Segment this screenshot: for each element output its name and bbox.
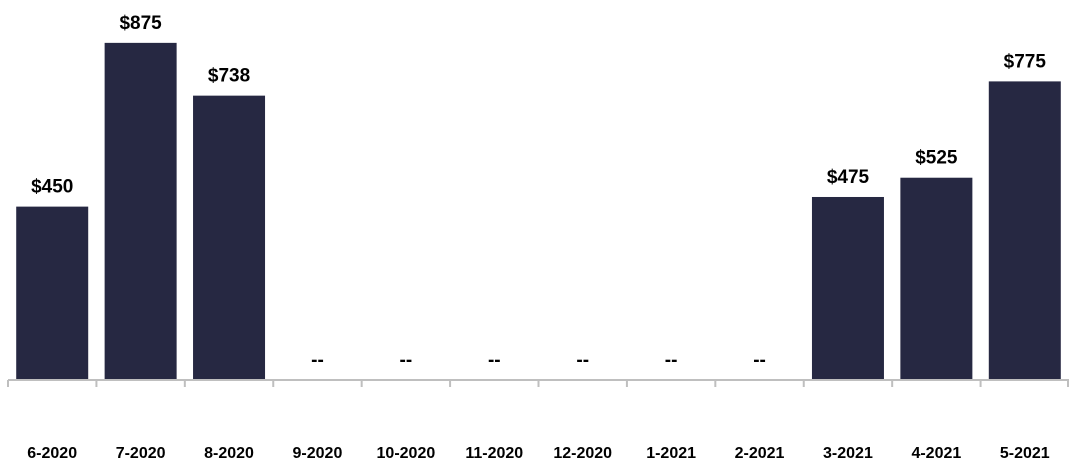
bar-5-2021 [988,81,1061,380]
x-tick-label-10-2020: 10-2020 [377,445,436,462]
data-label-5-2021: $775 [1004,51,1047,72]
x-tick-label-6-2020: 6-2020 [27,445,77,462]
bar-7-2020 [104,42,177,381]
x-tick-label-9-2020: 9-2020 [293,445,343,462]
data-labels-group: $450 $875 $738 -- -- -- -- -- -- $475 $525 $775 [31,13,1046,371]
data-label-6-2020: $450 [31,177,73,198]
x-tick-label-1-2021: 1-2021 [646,445,696,462]
data-label-10-2020: -- [400,350,413,371]
x-tick-label-8-2020: 8-2020 [204,445,254,462]
bar-3-2021 [811,196,884,380]
x-tick-label-2-2021: 2-2021 [735,445,785,462]
data-label-11-2020: -- [488,350,501,371]
bars-group [16,42,1061,381]
x-tick-label-7-2020: 7-2020 [116,445,166,462]
bar-4-2021 [900,177,973,380]
x-tick-label-12-2020: 12-2020 [553,445,612,462]
data-label-8-2020: $738 [208,66,250,87]
x-axis [7,379,1069,387]
x-tick-label-5-2021: 5-2021 [1000,445,1050,462]
x-tick-label-3-2021: 3-2021 [823,445,873,462]
x-tick-labels-group: 6-2020 7-2020 8-2020 9-2020 10-2020 11-2020 12… [27,445,1050,462]
data-label-12-2020: -- [576,350,589,371]
data-label-4-2021: $525 [915,148,958,169]
bar-8-2020 [193,95,266,381]
data-label-9-2020: -- [311,350,324,371]
bar-6-2020 [16,206,89,380]
data-label-3-2021: $475 [827,167,870,188]
data-label-7-2020: $875 [119,13,162,34]
data-label-2-2021: -- [753,350,766,371]
data-label-1-2021: -- [665,350,678,371]
x-tick-label-11-2020: 11-2020 [465,445,523,462]
x-tick-label-4-2021: 4-2021 [911,445,961,462]
